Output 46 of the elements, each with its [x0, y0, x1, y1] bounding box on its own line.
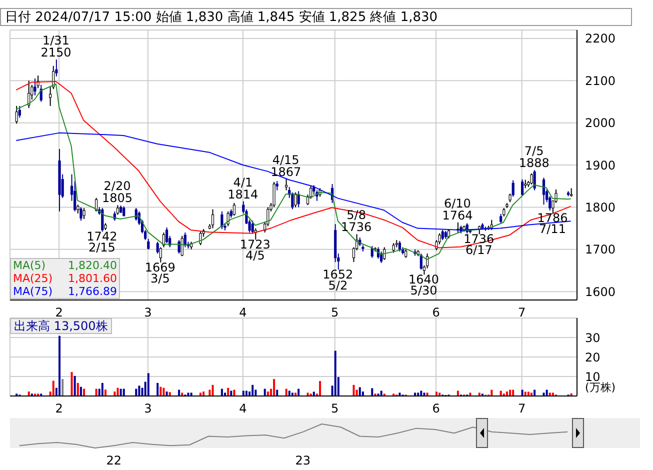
annotation: 1805 — [102, 191, 133, 206]
x-tick-label: 3 — [144, 402, 152, 416]
x-tick-label: 6 — [432, 402, 440, 416]
x-tick-label: 7 — [518, 306, 526, 320]
annotation: 5/8 — [346, 208, 366, 222]
x-tick-label: 5 — [331, 306, 339, 320]
annotation: 7/5 — [524, 144, 544, 158]
x-tick-label: 7 — [518, 402, 526, 416]
annotation: 1888 — [518, 156, 550, 170]
x-tick-label: 3 — [144, 306, 152, 320]
x-tick-label: 4 — [239, 402, 247, 416]
x-tick-label: 6 — [432, 306, 440, 320]
annotation: 1814 — [228, 187, 258, 202]
annotation: 1764 — [442, 208, 473, 222]
annotation: 2/20 — [104, 179, 131, 194]
annotation: 1,801.60 — [68, 272, 117, 285]
x-tick-label: 4 — [239, 306, 247, 320]
y-tick-label: 20 — [585, 350, 600, 364]
y-tick-label: 10 — [585, 370, 600, 384]
y-tick-label: 1800 — [585, 200, 616, 214]
x-tick-label: 2 — [55, 306, 63, 320]
annotation: 1,766.89 — [68, 285, 117, 298]
y-tick-label: 1900 — [585, 158, 616, 172]
y-tick-label: 2000 — [585, 116, 616, 130]
y-tick-label: 2100 — [585, 74, 616, 88]
text: MA(25) — [13, 272, 53, 285]
x-tick-label: 2 — [55, 402, 63, 416]
y-tick-label: 30 — [585, 330, 600, 345]
y-tick-label: 1700 — [585, 242, 616, 257]
annotation: 4/1 — [233, 175, 253, 190]
annotation: 6/10 — [444, 196, 471, 210]
x-tick-label: 23 — [295, 454, 311, 468]
annotation: 1867 — [270, 164, 302, 179]
chart-title: 日付 2024/07/17 15:00 始値 1,830 高値 1,845 安値 1,825 終値 1,830 — [0, 8, 632, 26]
annotation: 1/31 — [42, 34, 70, 48]
y-tick-label: 2200 — [585, 32, 616, 46]
x-tick-label: 5 — [331, 402, 339, 416]
annotation: 4/15 — [272, 152, 300, 167]
text: MA(5) — [13, 259, 46, 272]
x-tick-label: 22 — [106, 454, 122, 468]
text: MA(75) — [13, 285, 53, 298]
y-axis-title: (万株) — [585, 381, 616, 395]
annotation: 1,820.40 — [68, 259, 117, 272]
annotation: 2150 — [40, 46, 72, 60]
chart-title: 出来高 13,500株 — [10, 318, 112, 334]
y-tick-label: 1600 — [585, 284, 616, 299]
